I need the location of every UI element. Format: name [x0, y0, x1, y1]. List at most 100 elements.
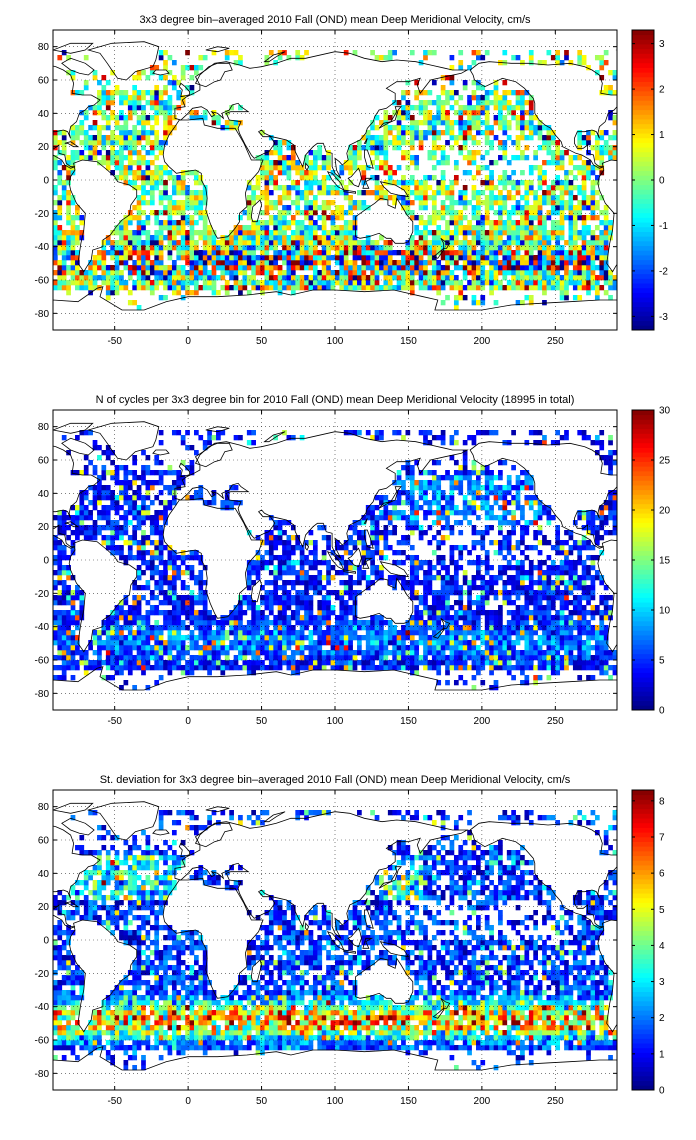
data-bin: [374, 155, 380, 161]
data-bin: [555, 610, 561, 616]
data-bin: [467, 220, 472, 226]
data-bin: [427, 665, 433, 671]
data-bin: [180, 595, 186, 601]
data-bin: [70, 230, 76, 236]
data-bin: [53, 215, 58, 221]
data-bin: [427, 275, 433, 281]
data-bin: [471, 635, 477, 641]
data-bin: [255, 620, 261, 626]
data-bin: [396, 115, 402, 121]
data-bin: [189, 110, 195, 116]
data-bin: [246, 620, 252, 626]
data-bin: [75, 260, 80, 266]
data-bin: [312, 660, 318, 666]
data-bin: [105, 135, 111, 141]
data-bin: [154, 680, 160, 686]
data-bin: [476, 190, 481, 196]
x-tick-label: -50: [107, 336, 122, 347]
data-bin: [308, 175, 314, 181]
data-bin: [533, 245, 538, 251]
colorbar-segment: [632, 34, 654, 40]
colorbar-segment: [632, 53, 654, 59]
data-bin: [555, 240, 561, 246]
data-bin: [308, 665, 314, 671]
data-bin: [524, 270, 530, 276]
data-bin: [550, 645, 556, 651]
data-bin: [277, 595, 283, 601]
data-bin: [612, 120, 617, 126]
data-bin: [317, 270, 323, 276]
data-bin: [559, 615, 565, 621]
data-bin: [308, 245, 314, 251]
data-bin: [418, 595, 424, 601]
data-bin: [70, 605, 76, 611]
data-bin: [387, 280, 393, 286]
data-bin: [299, 635, 305, 641]
data-bin: [537, 205, 543, 211]
data-bin: [401, 95, 406, 101]
y-tick-label: -60: [35, 276, 50, 287]
data-bin: [396, 250, 402, 256]
data-bin: [520, 210, 525, 216]
data-bin: [431, 270, 437, 276]
data-bin: [97, 650, 102, 656]
data-bin: [251, 645, 256, 651]
data-bin: [299, 170, 305, 176]
data-bin: [453, 220, 459, 226]
data-bin: [581, 140, 587, 146]
data-bin: [365, 625, 371, 631]
data-bin: [520, 225, 525, 231]
data-bin: [277, 185, 283, 191]
data-bin: [330, 640, 336, 646]
data-bin: [66, 235, 71, 241]
data-bin: [431, 230, 437, 236]
data-bin: [167, 220, 173, 226]
data-bin: [141, 595, 146, 601]
data-bin: [97, 110, 102, 116]
data-bin: [290, 635, 296, 641]
data-bin: [189, 85, 195, 91]
data-bin: [114, 160, 120, 166]
data-bin: [603, 235, 609, 241]
data-bin: [123, 665, 129, 671]
data-bin: [414, 620, 420, 626]
data-bin: [586, 205, 591, 211]
data-bin: [53, 625, 58, 631]
data-bin: [189, 115, 195, 121]
data-bin: [524, 265, 530, 271]
data-bin: [260, 665, 265, 671]
data-bin: [343, 630, 349, 636]
colorbar-segment: [632, 133, 654, 139]
data-bin: [70, 590, 76, 596]
data-bin: [489, 170, 494, 176]
data-bin: [379, 190, 384, 196]
data-bin: [189, 245, 195, 251]
data-bin: [436, 670, 442, 676]
data-bin: [141, 265, 146, 271]
data-bin: [449, 245, 455, 251]
data-bin: [568, 240, 574, 246]
data-bin: [449, 125, 455, 131]
data-bin: [97, 630, 102, 636]
data-bin: [564, 50, 569, 56]
data-bin: [308, 265, 314, 271]
data-bin: [61, 590, 67, 596]
data-bin: [163, 130, 168, 136]
colorbar-segment: [632, 240, 654, 247]
data-bin: [559, 640, 565, 646]
data-bin: [141, 155, 146, 161]
data-bin: [590, 215, 596, 221]
data-bin: [246, 265, 252, 271]
data-bin: [339, 235, 345, 241]
data-bin: [418, 615, 424, 621]
data-bin: [57, 245, 63, 251]
data-bin: [114, 265, 120, 271]
data-bin: [431, 80, 437, 86]
data-bin: [348, 285, 353, 291]
data-bin: [405, 655, 411, 661]
data-bin: [555, 220, 561, 226]
data-bin: [202, 240, 208, 246]
data-bin: [154, 645, 160, 651]
data-bin: [136, 175, 142, 181]
data-bin: [97, 635, 102, 641]
